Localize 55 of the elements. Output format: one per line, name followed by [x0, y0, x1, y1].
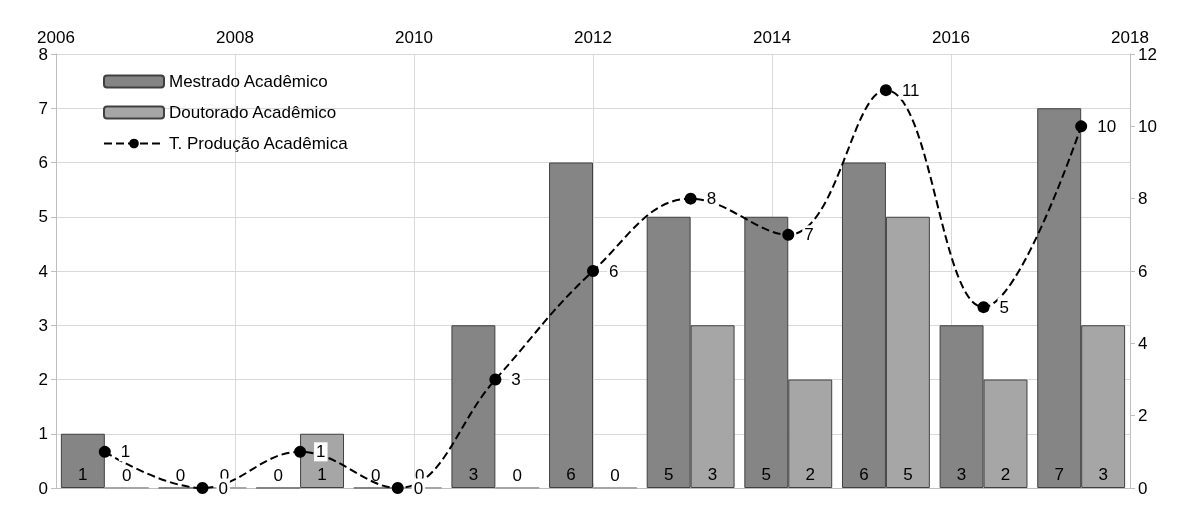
x2-tick-label: 2008 [216, 28, 254, 47]
y-tick-label: 1 [38, 424, 48, 444]
y-tick-label: 2 [38, 370, 48, 389]
data-label: 3 [511, 370, 521, 389]
data-label: 5 [761, 465, 772, 484]
data-label: 5 [903, 465, 913, 484]
y-tick-label: 0 [38, 478, 48, 498]
data-label: 6 [609, 261, 619, 281]
y2-tick-label: 2 [1138, 406, 1148, 426]
data-label: 1 [120, 442, 131, 462]
x2-tick-label: 2016 [932, 28, 970, 47]
legend-label: T. Produção Acadêmica [169, 134, 349, 153]
data-label: 0 [273, 466, 283, 485]
data-label: 7 [804, 225, 814, 245]
data-label: 3 [956, 465, 967, 484]
data-label: 0 [610, 466, 620, 485]
data-label: 3 [468, 465, 479, 484]
y-tick-label: 4 [38, 261, 48, 281]
data-label: 7 [1054, 465, 1064, 484]
data-label: 11 [901, 80, 920, 100]
data-label: 6 [566, 465, 576, 484]
y-tick-label: 8 [38, 44, 48, 64]
y-tick-label: 3 [38, 315, 48, 335]
x2-tick-label: 2012 [574, 28, 612, 47]
data-label: 3 [707, 465, 718, 484]
data-label: 5 [663, 465, 674, 484]
data-label: 1 [78, 465, 88, 484]
legend-label: Doutorado Acadêmico [169, 103, 337, 122]
data-label: 1 [316, 442, 326, 462]
y-tick-label: 7 [38, 98, 48, 118]
x2-tick-label: 2018 [1111, 28, 1149, 47]
data-label: 1 [317, 465, 327, 484]
data-label: 2 [1000, 465, 1011, 484]
legend-label: Mestrado Acadêmico [169, 72, 328, 91]
data-label: 5 [999, 297, 1010, 317]
data-label: 10 [1097, 116, 1117, 136]
y2-tick-label: 0 [1138, 478, 1148, 498]
data-label: 3 [1098, 465, 1108, 484]
data-label: 0 [122, 466, 132, 485]
y2-tick-label: 8 [1138, 189, 1148, 209]
data-label: 0 [371, 466, 381, 485]
data-label: 0 [512, 466, 523, 485]
y2-tick-label: 4 [1138, 333, 1148, 353]
x2-tick-label: 2014 [753, 28, 791, 47]
data-label: 2 [805, 465, 815, 484]
y2-tick-label: 10 [1138, 116, 1157, 136]
x2-tick-label: 2006 [37, 28, 75, 47]
y-tick-label: 5 [38, 207, 48, 227]
y2-tick-label: 12 [1138, 44, 1157, 64]
x2-tick-label: 2010 [395, 28, 433, 47]
data-label: 0 [175, 466, 186, 485]
data-label: 6 [859, 465, 869, 484]
y2-tick-label: 6 [1138, 261, 1148, 281]
y-tick-label: 6 [38, 153, 48, 172]
data-label: 8 [706, 189, 717, 209]
